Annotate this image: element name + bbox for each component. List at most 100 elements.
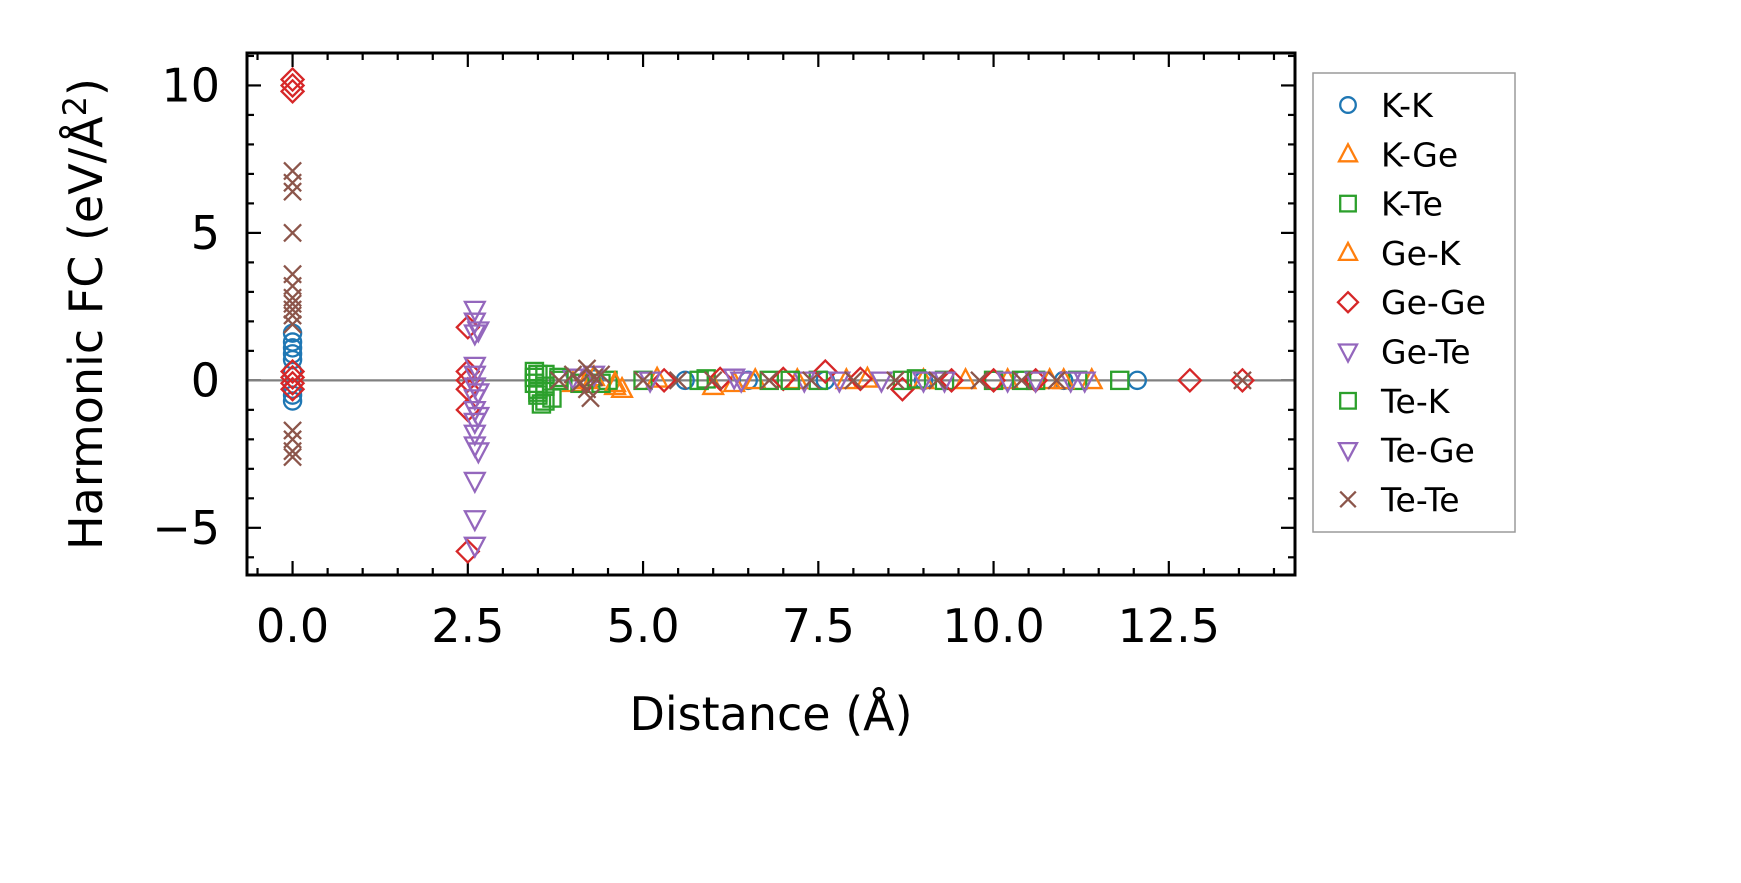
y-axis-title-main: Harmonic FC (eV/Å (59, 116, 113, 550)
series-te-k (528, 364, 1032, 411)
legend-item: K-Te (1339, 185, 1443, 224)
data-point (283, 223, 302, 243)
data-point (668, 370, 688, 390)
x-tick-label: 5.0 (606, 599, 679, 653)
data-point (563, 365, 583, 384)
data-point (869, 371, 894, 394)
data-point (855, 365, 880, 388)
legend-item: Te-Ge (1337, 431, 1475, 470)
axis-tick-labels: 0.0 2.5 5.0 7.5 10.0 12.5 −5 0 5 10 (152, 58, 1220, 653)
data-point (279, 66, 306, 93)
data-point (279, 376, 306, 402)
legend-marker (1337, 343, 1359, 364)
data-point (1047, 370, 1067, 390)
legend-item: Ge-Ge (1336, 283, 1486, 322)
data-point (801, 370, 821, 390)
data-point (938, 367, 965, 393)
data-point (279, 72, 306, 99)
data-point (466, 442, 491, 465)
legend-item: Ge-K (1337, 234, 1462, 273)
x-tick-label: 0.0 (256, 599, 329, 653)
data-point (463, 536, 487, 559)
y-tick-label: 10 (161, 58, 220, 112)
data-point (1177, 367, 1203, 393)
legend-label: Te-Te (1380, 480, 1460, 519)
data-point (455, 538, 481, 565)
data-point (591, 365, 611, 384)
legend-item: Ge-Te (1337, 333, 1471, 372)
data-point (906, 369, 927, 389)
data-point (928, 370, 947, 390)
legend-label: Te-Ge (1380, 431, 1475, 470)
data-point (463, 300, 487, 324)
data-point (847, 366, 874, 392)
data-point (279, 370, 306, 396)
legend-label: K-K (1381, 86, 1434, 125)
y-tick-label: 0 (191, 353, 220, 407)
y-tick-label: 5 (191, 206, 220, 260)
legend-label: K-Ge (1381, 135, 1458, 174)
y-axis-title: Harmonic FC (eV/Å2) (56, 78, 113, 550)
legend-item: K-Ge (1337, 135, 1458, 174)
data-point (282, 349, 303, 370)
data-point (549, 370, 569, 390)
x-tick-label: 7.5 (782, 599, 855, 653)
data-point (1229, 367, 1256, 393)
y-tick-label: −5 (152, 501, 220, 555)
legend-item: Te-Te (1339, 480, 1460, 519)
legend-item: K-K (1339, 86, 1434, 125)
data-point (780, 370, 801, 391)
data-point (282, 385, 303, 405)
data-point (581, 388, 600, 408)
data-point (282, 338, 303, 358)
data-point (279, 358, 306, 385)
y-axis-title-superscript: 2 (56, 96, 94, 116)
x-tick-label: 12.5 (1118, 599, 1220, 653)
legend: K-K K-Ge K-Te Ge-K Ge-Ge Ge-Te Te-K Te-Ge Te-Te (1312, 72, 1516, 533)
data-point (911, 371, 936, 394)
data-point (886, 370, 905, 390)
data-point (463, 324, 487, 347)
legend-label: K-Te (1381, 185, 1443, 224)
data-point (283, 447, 302, 467)
data-point (970, 370, 989, 390)
x-tick-label: 2.5 (431, 599, 504, 653)
x-tick-label: 10.0 (942, 599, 1044, 653)
data-point (549, 367, 569, 388)
legend-marker (1339, 391, 1357, 410)
x-axis-title: Distance (Å) (629, 687, 912, 741)
data-point (689, 370, 709, 391)
data-point (466, 321, 491, 344)
data-point (722, 368, 747, 391)
legend-marker (1339, 490, 1357, 509)
data-points (279, 66, 1256, 565)
legend-items: K-K K-Ge K-Te Ge-K Ge-Ge Ge-Te Te-K Te-Ge Te-Te (1336, 86, 1486, 519)
data-point (759, 370, 779, 391)
data-point (1233, 370, 1252, 390)
data-point (283, 306, 302, 325)
data-point (1012, 370, 1032, 390)
data-point (463, 510, 487, 533)
data-point (283, 173, 302, 193)
legend-marker (1337, 240, 1359, 262)
data-point (633, 370, 653, 390)
data-point (463, 424, 487, 447)
legend-marker (1337, 141, 1359, 163)
data-point (1023, 371, 1048, 394)
data-point (729, 371, 754, 394)
data-point (466, 406, 491, 430)
data-point (283, 314, 302, 334)
legend-label: Ge-Te (1381, 333, 1471, 372)
data-point (282, 391, 303, 411)
legend-marker (1339, 96, 1357, 114)
data-point (279, 78, 306, 104)
plot-frame (245, 51, 1297, 577)
data-point (283, 421, 302, 440)
data-point (812, 358, 838, 385)
data-point (283, 441, 302, 461)
data-point (283, 300, 302, 319)
legend-item: Te-K (1339, 382, 1451, 421)
data-point (759, 370, 779, 390)
data-point (1072, 371, 1097, 394)
